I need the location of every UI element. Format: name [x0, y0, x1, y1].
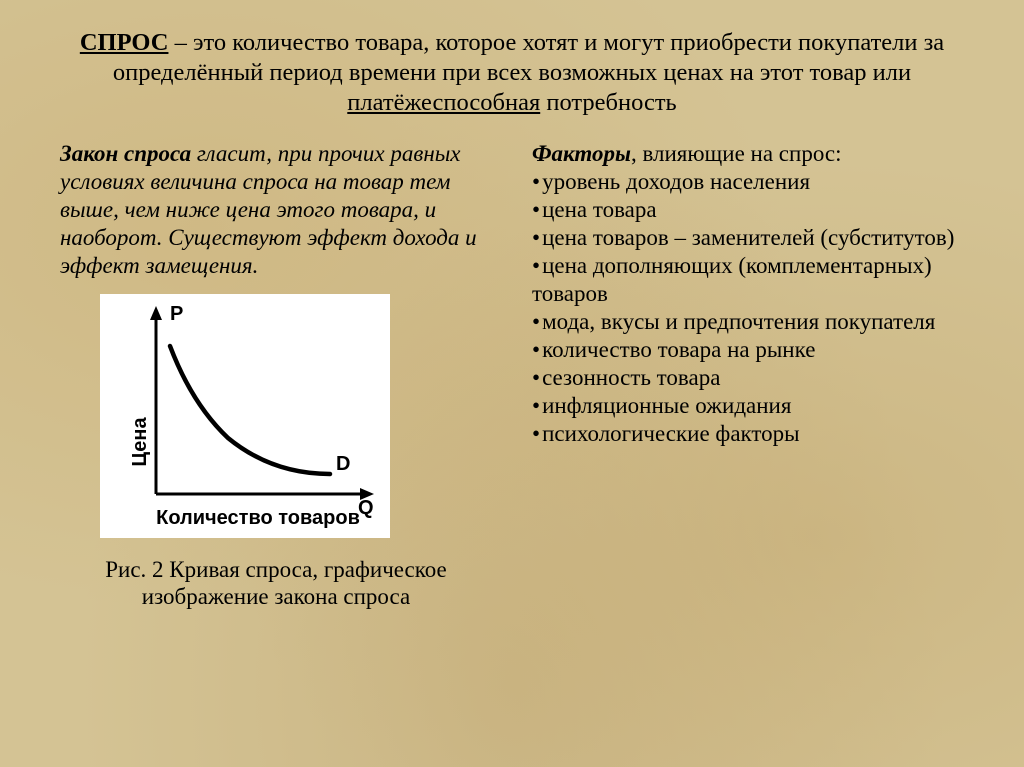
list-item: цена товара	[532, 196, 964, 224]
factors-lead-after: , влияющие на спрос:	[631, 141, 842, 166]
demand-chart: P Q D Цена Количество товаров	[100, 294, 390, 538]
definition-text-2: потребность	[540, 89, 677, 116]
factors-lead: Факторы	[532, 141, 631, 166]
list-item: мода, вкусы и предпочтения покупателя	[532, 308, 964, 336]
list-item: инфляционные ожидания	[532, 392, 964, 420]
right-column: Факторы, влияющие на спрос: уровень дохо…	[532, 140, 964, 611]
definition-header: СПРОС – это количество товара, которое х…	[60, 28, 964, 118]
demand-curve-svg: P Q D Цена Количество товаров	[108, 302, 382, 532]
y-axis-arrow	[150, 306, 162, 320]
demand-curve	[170, 346, 330, 474]
list-item: психологические факторы	[532, 420, 964, 448]
x-axis-label: Количество товаров	[156, 507, 360, 529]
y-axis-label: Цена	[129, 416, 151, 466]
chart-caption: Рис. 2 Кривая спроса, графическое изобра…	[60, 556, 492, 611]
list-item: цена товаров – заменителей (субститутов)	[532, 224, 964, 252]
d-label: D	[336, 453, 350, 475]
list-item: цена дополняющих (комплементарных) товар…	[532, 252, 964, 308]
list-item: сезонность товара	[532, 364, 964, 392]
list-item: уровень доходов населения	[532, 168, 964, 196]
content-columns: Закон спроса гласит, при прочих равных у…	[60, 140, 964, 611]
q-label: Q	[358, 497, 374, 519]
factors-list: уровень доходов населения цена товара це…	[532, 168, 964, 448]
factors-block: Факторы, влияющие на спрос: уровень дохо…	[532, 140, 964, 449]
definition-text-1: – это количество товара, которое хотят и…	[113, 29, 944, 86]
law-lead: Закон спроса	[60, 141, 191, 166]
p-label: P	[170, 303, 183, 325]
definition-underlined: платёжеспособная	[347, 89, 540, 116]
term: СПРОС	[80, 29, 169, 56]
left-column: Закон спроса гласит, при прочих равных у…	[60, 140, 492, 611]
law-paragraph: Закон спроса гласит, при прочих равных у…	[60, 140, 492, 280]
list-item: количество товара на рынке	[532, 336, 964, 364]
